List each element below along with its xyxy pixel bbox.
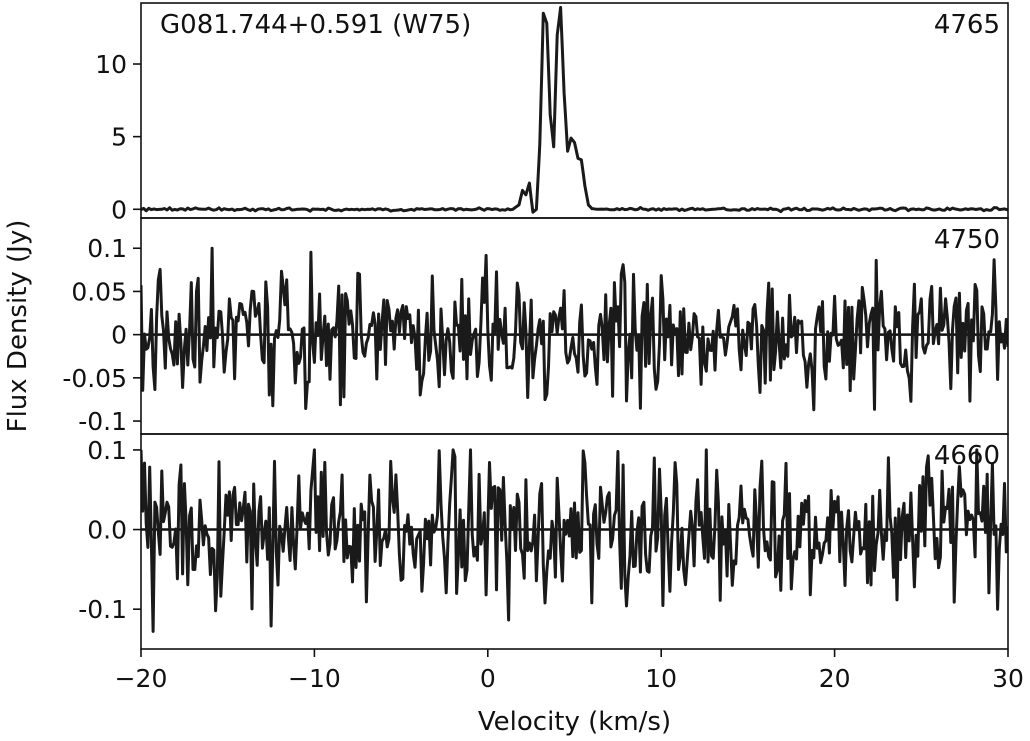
y-tick-label: 0 [111, 195, 127, 224]
spectrum-line-3 [141, 448, 1008, 633]
x-tick-label: 20 [819, 664, 851, 693]
y-tick-label: 5 [111, 123, 127, 152]
spectrum-line-1 [141, 5, 1008, 214]
panel-1: 0 5 10 G081.744+0.591 (W75) 4765 [95, 2, 1009, 224]
x-tick-label: −20 [115, 664, 168, 693]
y-tick-label: -0.1 [78, 595, 127, 624]
x-axis-title: Velocity (km/s) [478, 707, 671, 737]
y-axis-title: Flux Density (Jy) [3, 220, 33, 433]
panel-2: 0.1 0.05 0 -0.05 -0.1 4750 [62, 217, 1009, 436]
y-tick-label: 0.0 [87, 516, 127, 545]
panel-3: 0.1 0.0 -0.1 4660 [78, 433, 1009, 650]
frequency-label: 4750 [934, 225, 1000, 255]
y-tick-label: 0.1 [87, 234, 127, 263]
x-tick-label: −10 [288, 664, 341, 693]
panel-frame [140, 433, 1009, 650]
y-tick-label: 0 [111, 321, 127, 350]
frequency-label: 4660 [934, 441, 1000, 471]
spectrum-line-2 [141, 246, 1008, 412]
y-tick-label: -0.1 [78, 407, 127, 436]
x-tick-label: 30 [992, 664, 1024, 693]
y-tick-label: 0.05 [71, 277, 127, 306]
y-tick-label: 0.1 [87, 436, 127, 465]
panel-title: G081.744+0.591 (W75) [160, 10, 471, 40]
x-tick-label: 10 [645, 664, 677, 693]
x-tick-label: 0 [480, 664, 496, 693]
frequency-label: 4765 [934, 10, 1000, 40]
y-tick-label: 10 [95, 50, 127, 79]
y-tick-label: -0.05 [62, 364, 127, 393]
